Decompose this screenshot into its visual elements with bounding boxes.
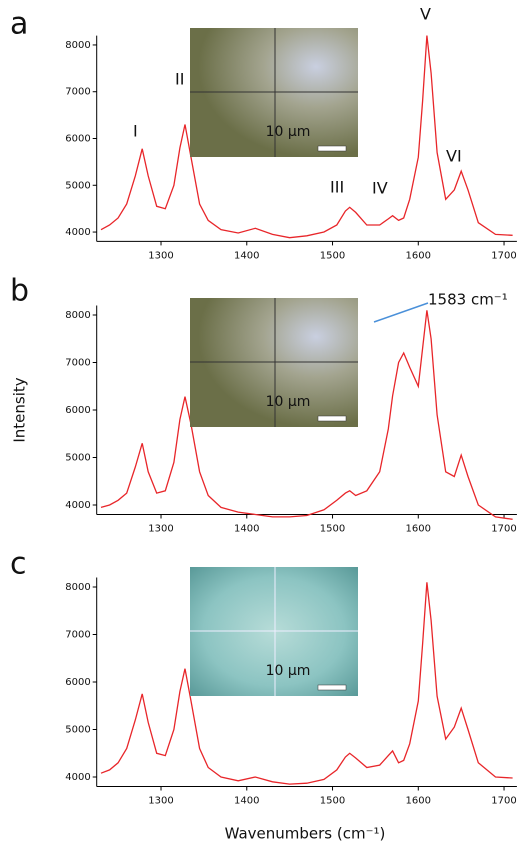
y-tick-label: 8000	[65, 582, 90, 593]
x-tick-label: 1300	[148, 250, 173, 261]
y-tick-label: 7000	[65, 630, 90, 641]
scale-label: 10 µm	[266, 394, 311, 410]
x-tick-label: 1400	[234, 250, 259, 261]
x-tick-label: 1500	[320, 250, 345, 261]
peak-label: IV	[372, 179, 388, 198]
y-tick-label: 5000	[65, 180, 90, 191]
x-tick-label: 1300	[148, 796, 173, 807]
x-tick-label: 1700	[491, 796, 516, 807]
peak-label: I	[133, 122, 138, 141]
y-tick-label: 7000	[65, 87, 90, 98]
y-tick-label: 5000	[65, 453, 90, 464]
spectrum-line	[100, 310, 513, 520]
x-axis-title: Wavenumbers (cm⁻¹)	[225, 825, 386, 843]
scale-bar	[317, 415, 347, 422]
scale-label: 10 µm	[266, 663, 311, 679]
y-tick-label: 6000	[65, 405, 90, 416]
x-tick-label: 1400	[234, 796, 259, 807]
panel-label: a	[10, 7, 28, 42]
peak-label: II	[175, 70, 184, 89]
y-tick-label: 4000	[65, 772, 90, 783]
panel-label: c	[10, 547, 27, 582]
y-tick-label: 8000	[65, 40, 90, 51]
y-tick-label: 6000	[65, 134, 90, 145]
x-tick-label: 1700	[491, 524, 516, 535]
x-tick-label: 1600	[406, 796, 431, 807]
y-axis-title: Intensity	[11, 377, 29, 442]
y-tick-label: 8000	[65, 310, 90, 321]
y-tick-label: 5000	[65, 725, 90, 736]
annotation-line	[373, 302, 429, 323]
peak-label: III	[330, 178, 344, 197]
x-tick-label: 1600	[406, 524, 431, 535]
peak-label: 1583 cm⁻¹	[428, 291, 508, 309]
spectrum-line	[100, 582, 513, 785]
y-tick-label: 4000	[65, 227, 90, 238]
x-tick-label: 1700	[491, 250, 516, 261]
y-tick-label: 4000	[65, 500, 90, 511]
scale-label: 10 µm	[266, 124, 311, 140]
spectrum-line	[100, 35, 513, 239]
x-tick-label: 1400	[234, 524, 259, 535]
x-tick-label: 1300	[148, 524, 173, 535]
panel-label: b	[10, 274, 29, 309]
x-tick-label: 1500	[320, 796, 345, 807]
peak-label: V	[420, 5, 431, 24]
scale-bar	[317, 145, 347, 152]
x-tick-label: 1600	[406, 250, 431, 261]
scale-bar	[317, 684, 347, 691]
peak-label: VI	[446, 147, 462, 166]
y-tick-label: 6000	[65, 677, 90, 688]
y-tick-label: 7000	[65, 358, 90, 369]
x-tick-label: 1500	[320, 524, 345, 535]
